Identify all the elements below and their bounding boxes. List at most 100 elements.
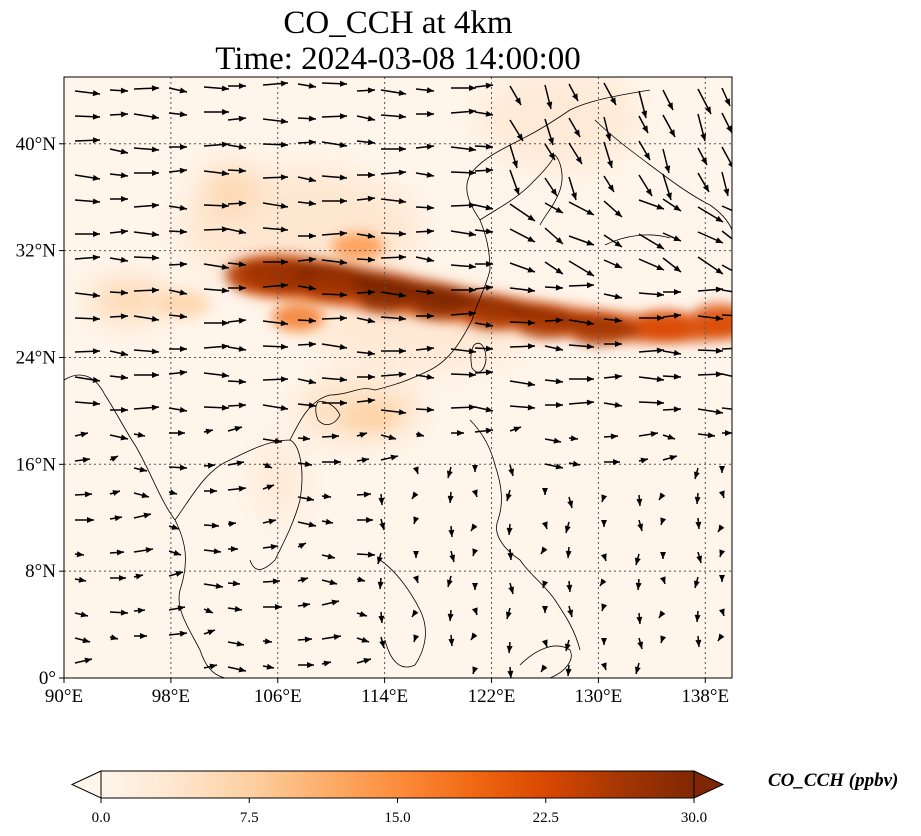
wind-vector-head xyxy=(673,235,681,241)
wind-vector-head xyxy=(135,573,143,580)
wind-vector-head xyxy=(426,87,434,94)
wind-vector-head xyxy=(238,345,246,352)
wind-vector-head xyxy=(274,437,282,444)
plume-sample xyxy=(345,403,398,432)
wind-vector-head xyxy=(733,374,740,380)
wind-vector-head xyxy=(398,113,406,120)
wind-vector-head xyxy=(92,376,100,383)
wind-vector-head xyxy=(673,312,681,319)
colorbar-gradient xyxy=(100,770,695,799)
wind-vector-head xyxy=(506,527,513,535)
wind-vector-head xyxy=(416,431,424,438)
wind-vector-head xyxy=(275,604,282,610)
wind-vector-head xyxy=(121,407,128,413)
wind-vector-head xyxy=(280,226,288,233)
lat-tick-label: 40°N xyxy=(16,134,57,155)
wind-vector-head xyxy=(669,129,675,137)
wind-vector-head xyxy=(82,456,90,463)
wind-vector-head xyxy=(367,232,375,239)
wind-vector-head xyxy=(614,373,622,380)
wind-vector xyxy=(721,264,732,272)
wind-vector-head xyxy=(702,184,709,192)
wind-vector-head xyxy=(656,242,664,249)
wind-vector-head xyxy=(468,108,476,115)
wind-vector-head xyxy=(674,289,681,295)
wind-vector-head xyxy=(333,634,341,641)
wind-vector-head xyxy=(507,552,514,560)
wind-vector-head xyxy=(339,291,347,298)
wind-vector-head xyxy=(634,666,641,674)
wind-vector-head xyxy=(732,208,740,214)
wind-vector-head xyxy=(302,435,310,442)
wind-vector-head xyxy=(472,548,479,556)
wind-vector-head xyxy=(656,376,664,383)
wind-vector-head xyxy=(485,82,493,89)
lon-tick-label: 130°E xyxy=(575,686,623,707)
colorbar-low-extension xyxy=(70,770,102,799)
wind-vector-head xyxy=(151,315,159,322)
wind-vector-head xyxy=(280,282,288,289)
wind-vector-head xyxy=(412,491,419,499)
wind-vector-head xyxy=(179,313,187,320)
wind-vector-head xyxy=(92,174,100,181)
wind-vector-head xyxy=(586,319,594,326)
wind-vector-head xyxy=(238,228,246,235)
wind-vector-head xyxy=(701,157,707,165)
wind-vector-head xyxy=(339,230,347,237)
wind-vector-head xyxy=(715,371,723,378)
wind-vector-head xyxy=(707,432,715,439)
wind-vector-head xyxy=(151,202,159,209)
wind-vector xyxy=(721,146,732,167)
wind-vector-head xyxy=(412,575,419,583)
wind-vector-head xyxy=(179,87,187,94)
wind-vector-head xyxy=(331,433,339,440)
wind-vector-head xyxy=(667,102,673,110)
wind-vector-head xyxy=(700,133,707,141)
wind-vector-head xyxy=(586,282,594,289)
wind-vector-head xyxy=(565,550,572,558)
wind-vector-head xyxy=(601,603,608,611)
wind-vector-head xyxy=(650,431,658,438)
wind-vector xyxy=(721,347,732,350)
wind-vector-head xyxy=(468,310,476,317)
wind-vector-head xyxy=(715,215,723,222)
wind-vector-head xyxy=(92,315,100,322)
wind-vector-head xyxy=(615,341,622,347)
wind-vector-head xyxy=(264,638,272,645)
wind-vector-head xyxy=(572,460,580,467)
wind-vector-head xyxy=(137,607,145,614)
wind-vector-head xyxy=(121,196,128,202)
wind-vector-head xyxy=(300,577,308,583)
wind-vector-head xyxy=(696,555,703,563)
wind-vector-head xyxy=(635,582,642,590)
wind-vector-head xyxy=(238,115,246,122)
wind-vector-head xyxy=(268,518,276,525)
wind-vector-head xyxy=(398,315,406,322)
wind-vector-head xyxy=(377,581,384,589)
wind-vector-head xyxy=(564,643,571,651)
wind-vector-head xyxy=(120,148,128,155)
wind-vector-head xyxy=(398,169,406,176)
wind-vector-head xyxy=(398,198,406,205)
wind-vector-head xyxy=(151,287,159,294)
wind-vector-head xyxy=(586,343,594,350)
wind-vector-head xyxy=(527,343,535,350)
wind-vector-head xyxy=(175,571,183,577)
wind-vector-head xyxy=(92,90,100,97)
wind-vector-head xyxy=(555,267,563,274)
wind-vector-head xyxy=(659,492,666,500)
wind-vector-head xyxy=(376,556,383,564)
wind-vector-head xyxy=(80,431,88,438)
lat-tick-label: 24°N xyxy=(16,347,57,368)
wind-vector-head xyxy=(221,343,229,350)
wind-vector-head xyxy=(718,490,725,498)
wind-vector-head xyxy=(485,427,493,434)
plume-sample xyxy=(271,303,324,332)
map-time-subtitle: Time: 2024-03-08 14:00:00 xyxy=(215,41,581,77)
wind-vector-head xyxy=(266,663,274,670)
wind-vector-head xyxy=(426,143,434,150)
wind-vector-head xyxy=(426,373,434,380)
wind-vector-head xyxy=(221,226,229,233)
wind-vector-head xyxy=(726,125,732,133)
wind-vector-head xyxy=(112,490,120,496)
